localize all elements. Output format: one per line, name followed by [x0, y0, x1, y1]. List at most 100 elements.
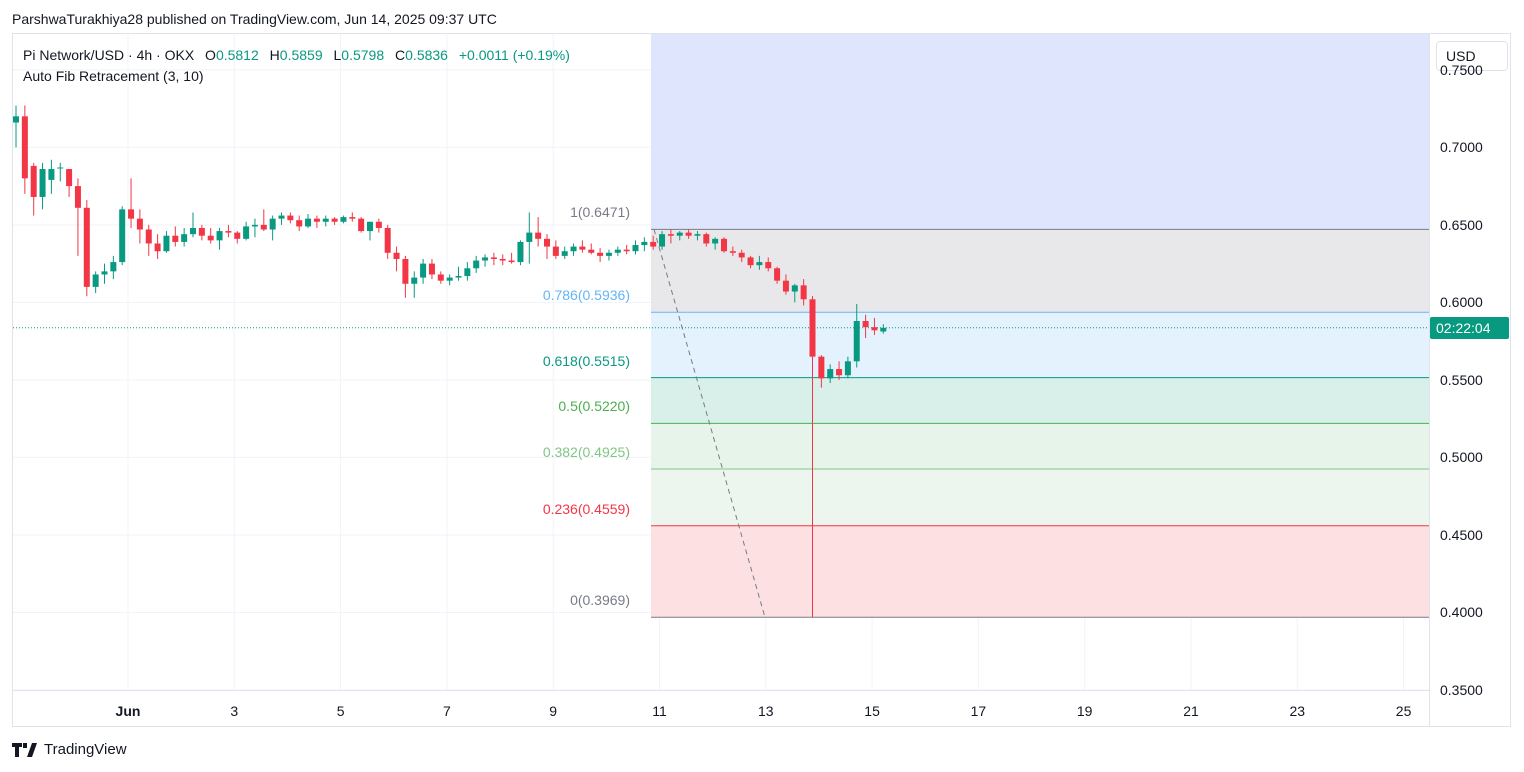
candle-body — [490, 257, 497, 259]
candle-body — [375, 221, 382, 228]
time-tick-label: Jun — [115, 703, 141, 719]
candle-body — [747, 257, 754, 266]
candle-body — [13, 116, 19, 123]
candle-body — [322, 218, 329, 222]
candle-body — [92, 274, 99, 287]
candle-body — [349, 217, 356, 219]
candle-body — [614, 249, 621, 253]
tradingview-brand: TradingView — [44, 741, 127, 758]
candle-body — [30, 165, 37, 197]
price-chart-svg[interactable] — [13, 34, 1429, 690]
indicator-legend[interactable]: Auto Fib Retracement (3, 10) — [23, 68, 204, 84]
candle-body — [163, 235, 170, 252]
candle-body — [128, 209, 135, 219]
time-tick-label: 3 — [230, 703, 239, 719]
candle-body — [561, 251, 568, 256]
candle-body — [340, 217, 347, 222]
candle-body — [313, 218, 320, 222]
candle-body — [358, 218, 365, 232]
fib-zone — [651, 525, 1429, 618]
candle-body — [650, 241, 657, 247]
candle-body — [136, 218, 143, 230]
candle-body — [172, 235, 179, 242]
price-tick-label: 0.3500 — [1440, 682, 1483, 698]
candle-body — [225, 231, 232, 233]
currency-button[interactable]: USD — [1436, 41, 1508, 71]
candle-body — [384, 227, 391, 253]
candle-body — [508, 260, 515, 263]
fib-zone — [651, 377, 1429, 424]
candle-body — [420, 263, 427, 278]
fib-top-zone — [651, 34, 1429, 230]
candle-body — [623, 249, 630, 252]
candle-body — [119, 209, 126, 263]
price-tick-label: 0.7500 — [1440, 61, 1483, 78]
fib-level-label: 0(0.3969) — [570, 592, 630, 609]
candle-body — [774, 268, 781, 281]
candle-body — [243, 226, 250, 239]
candle-body — [588, 249, 595, 253]
candle-body — [844, 361, 851, 376]
change-value: +0.0011 (+0.19%) — [458, 47, 570, 63]
close-value: 0.5836 — [405, 47, 448, 63]
fib-level-label: 0.382(0.4925) — [542, 444, 630, 461]
candle-body — [685, 232, 692, 236]
candle-body — [74, 186, 81, 208]
time-tick-label: 9 — [549, 703, 558, 719]
fib-trend-line — [653, 229, 766, 618]
time-tick-label: 15 — [864, 703, 880, 719]
candle-body — [703, 234, 710, 244]
chart-frame[interactable]: Pi Network/USD · 4h · OKX O0.5812 H0.585… — [12, 33, 1511, 727]
fib-level-label: 0.786(0.5936) — [542, 287, 630, 304]
candle-body — [544, 238, 550, 247]
price-pane[interactable]: Pi Network/USD · 4h · OKX O0.5812 H0.585… — [13, 34, 1429, 690]
candle-body — [871, 327, 878, 331]
candle-body — [296, 220, 303, 227]
candle-body — [880, 327, 887, 332]
candle-body — [579, 246, 586, 250]
candle-body — [437, 274, 444, 281]
time-axis[interactable]: Jun 3 5 7 9 11 13 15 17 19 21 23 25 — [13, 690, 1429, 726]
candle-body — [66, 169, 73, 187]
candle-body — [216, 231, 223, 241]
fib-level-label: 1(0.6471) — [570, 204, 630, 221]
candle-body — [393, 252, 400, 259]
time-tick-label: 13 — [758, 703, 774, 719]
candle-body — [765, 262, 772, 269]
candle-body — [145, 229, 152, 244]
candle-body — [791, 285, 798, 292]
time-tick-label: 7 — [442, 703, 451, 719]
high-value: 0.5859 — [279, 47, 323, 63]
candle-body — [251, 224, 258, 227]
candle-body — [694, 234, 701, 236]
candle-body — [499, 258, 506, 261]
candle-body — [21, 116, 28, 179]
candle-body — [402, 258, 409, 284]
candle-body — [853, 320, 860, 362]
candle-body — [756, 262, 763, 266]
candle-body — [198, 227, 205, 236]
price-tick-label: 0.5500 — [1440, 371, 1483, 388]
fib-level-label: 0.236(0.4559) — [542, 500, 630, 517]
candle-body — [827, 369, 834, 379]
symbol-info[interactable]: Pi Network/USD · 4h · OKX — [23, 47, 195, 63]
candle-body — [738, 252, 745, 258]
candle-body — [605, 252, 612, 256]
tradingview-footer[interactable]: TradingView — [12, 741, 127, 758]
candle-body — [800, 285, 807, 300]
candle-body — [862, 320, 869, 328]
price-tick-label: 0.4500 — [1440, 526, 1483, 543]
candle-body — [597, 252, 604, 256]
candle-body — [110, 262, 117, 272]
candle-body — [367, 221, 373, 232]
candle-body — [676, 232, 683, 236]
candle-body — [101, 271, 108, 275]
price-tick-label: 0.5000 — [1440, 449, 1483, 466]
price-axis[interactable]: USD 0.7500 0.7000 0.6500 0.6000 0.5500 0.5000… — [1429, 34, 1510, 726]
candle-body — [39, 169, 46, 197]
fib-zone — [651, 312, 1429, 378]
candle-body — [464, 268, 471, 277]
high-label: H — [269, 47, 280, 63]
candle-body — [482, 257, 489, 261]
candle-body — [446, 277, 453, 281]
